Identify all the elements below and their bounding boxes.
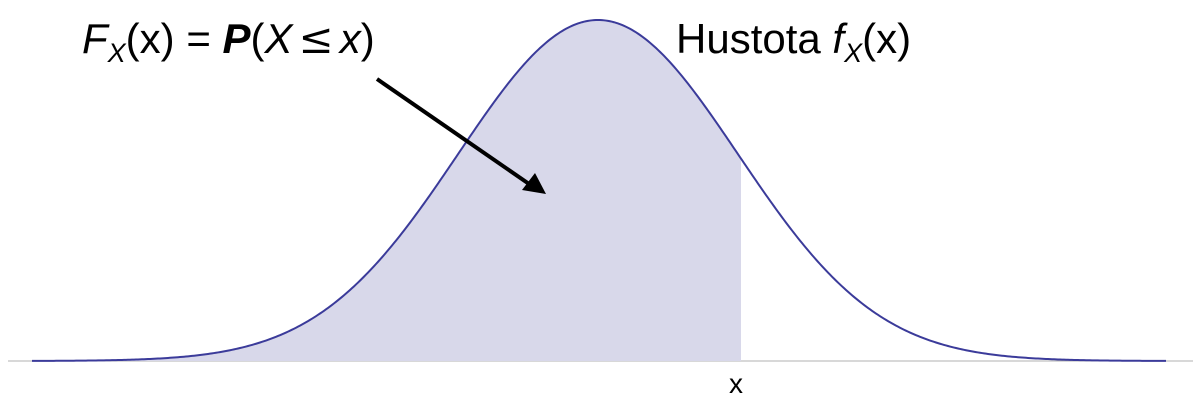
x-axis-marker: x: [729, 368, 743, 399]
close-paren: ): [360, 15, 375, 62]
pdf-f-argument: (x): [862, 15, 912, 62]
pdf-label: Hustota fX(x): [676, 15, 912, 67]
probability-symbol: P: [222, 15, 251, 62]
cdf-F-symbol: F: [82, 15, 108, 62]
density-curve: [32, 18, 1167, 362]
random-variable-X: X: [264, 15, 293, 62]
cdf-F-argument: (x) =: [125, 15, 223, 62]
shaded-area-cdf: [32, 20, 741, 361]
pdf-word: Hustota: [676, 15, 833, 62]
arrow-head: [522, 173, 546, 194]
arrow-shaft: [375, 77, 534, 188]
pdf-f-subscript: X: [844, 38, 863, 68]
cdf-F-subscript: X: [107, 38, 126, 68]
value-x: x: [339, 15, 361, 62]
pdf-f-symbol: f: [832, 15, 845, 62]
open-paren: (: [250, 15, 265, 62]
cdf-label: FX(x) = P(X ≤ x): [82, 15, 375, 67]
leq-symbol: ≤: [298, 14, 334, 63]
